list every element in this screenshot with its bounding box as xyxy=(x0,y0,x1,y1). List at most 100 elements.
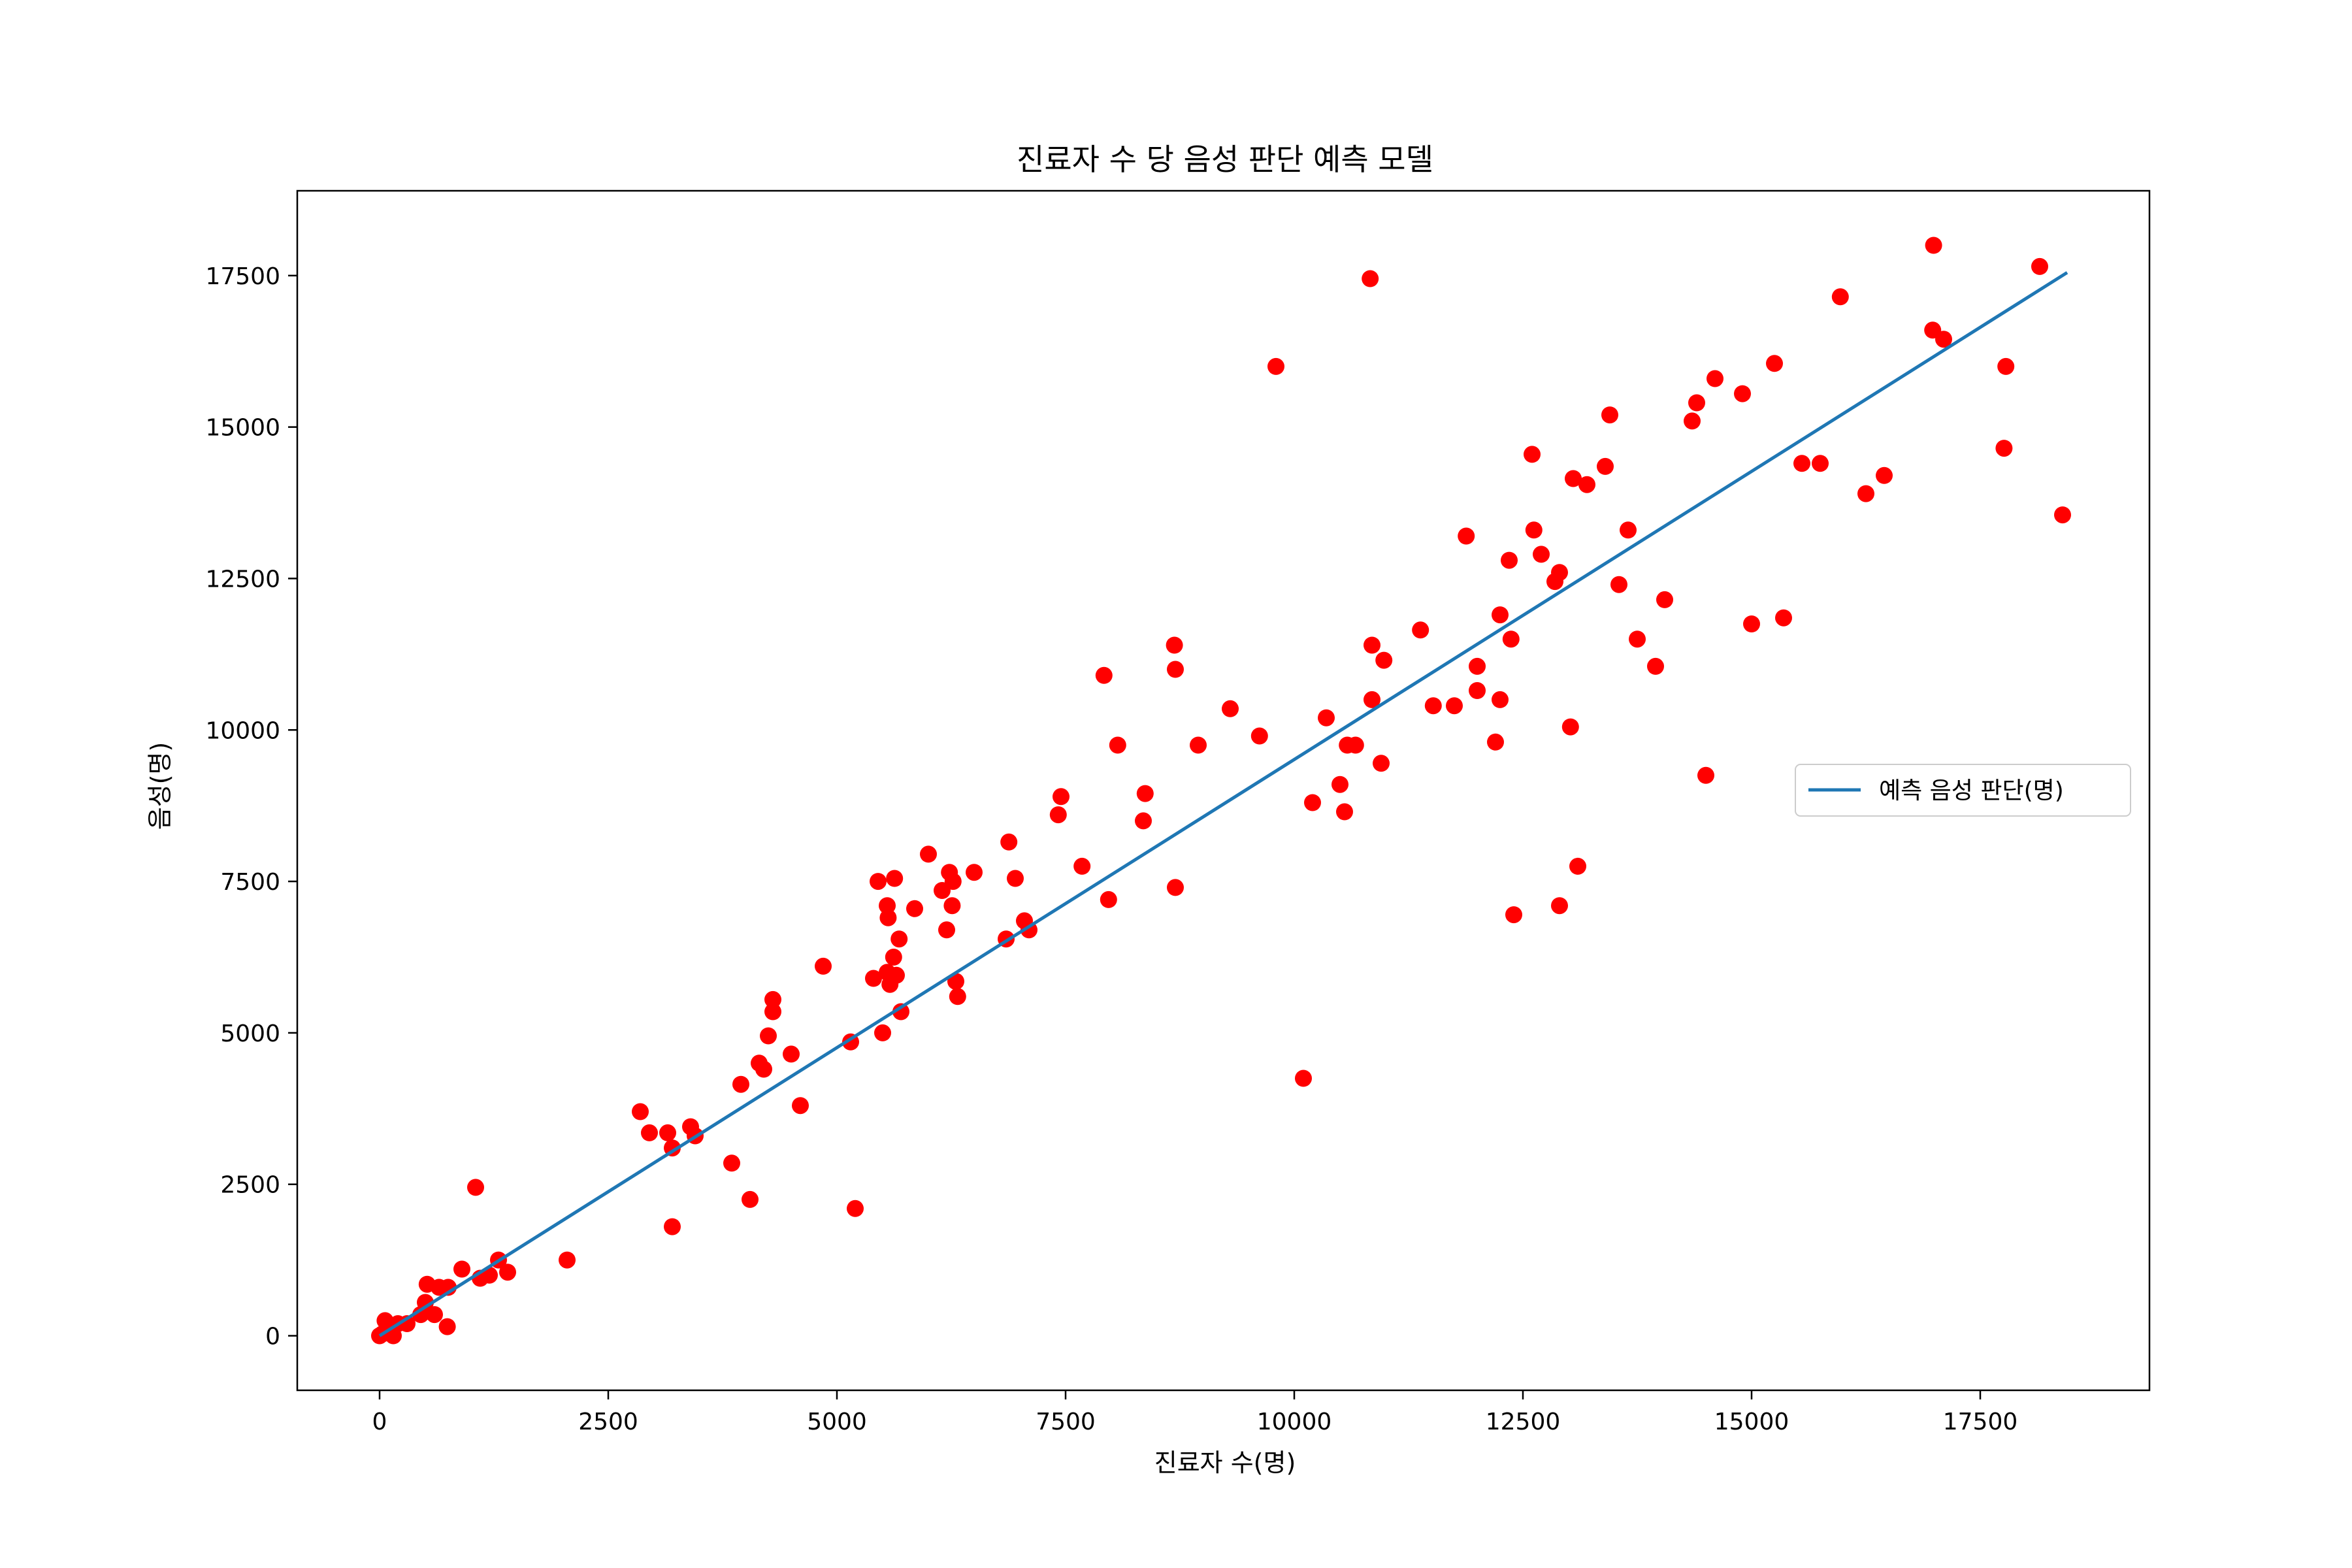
scatter-point xyxy=(1629,630,1646,648)
scatter-point xyxy=(1597,457,1614,475)
scatter-point xyxy=(1601,406,1618,424)
scatter-point xyxy=(1304,794,1321,811)
x-tick-label: 15000 xyxy=(1714,1409,1789,1435)
scatter-point xyxy=(659,1124,676,1141)
x-tick-label: 17500 xyxy=(1943,1409,2018,1435)
scatter-point xyxy=(815,957,832,975)
scatter-point xyxy=(944,873,962,890)
scatter-point xyxy=(1775,609,1792,627)
scatter-point xyxy=(1857,485,1874,502)
y-tick-label: 12500 xyxy=(205,566,280,593)
scatter-point xyxy=(1766,355,1783,372)
scatter-point xyxy=(1743,615,1760,632)
scatter-point xyxy=(1375,651,1393,669)
scatter-point xyxy=(1876,466,1893,484)
scatter-point xyxy=(1995,440,2013,457)
scatter-point xyxy=(426,1306,443,1324)
scatter-point xyxy=(1331,776,1348,793)
scatter-point xyxy=(1364,691,1380,708)
scatter-point xyxy=(1501,551,1518,569)
scatter-point xyxy=(886,870,904,887)
scatter-point xyxy=(1505,906,1522,924)
y-tick-label: 15000 xyxy=(205,415,280,442)
scatter-point xyxy=(742,1190,759,1208)
legend: 예측 음성 판단(명) xyxy=(1795,764,2131,817)
scatter-point xyxy=(2054,506,2071,524)
scatter-point xyxy=(1647,657,1664,675)
scatter-point xyxy=(1565,470,1582,487)
scatter-point xyxy=(755,1060,772,1078)
scatter-point xyxy=(1373,755,1390,772)
scatter-point xyxy=(1095,666,1113,684)
scatter-point xyxy=(723,1154,740,1172)
scatter-point xyxy=(1525,521,1543,539)
scatter-point xyxy=(1190,736,1207,754)
y-tick-label: 0 xyxy=(265,1324,280,1350)
x-axis-label: 진료자 수(명) xyxy=(1154,1448,1296,1477)
y-tick-label: 10000 xyxy=(205,717,280,744)
scatter-point xyxy=(792,1097,809,1115)
scatter-point xyxy=(1620,521,1637,539)
scatter-point xyxy=(906,900,923,917)
y-axis-label: 음성(명) xyxy=(146,742,174,830)
scatter-point xyxy=(2031,257,2048,275)
scatter-point xyxy=(879,897,896,915)
scatter-point xyxy=(847,1200,864,1217)
scatter-point xyxy=(1935,331,1952,348)
scatter-point xyxy=(892,1003,909,1021)
scatter-point xyxy=(1007,870,1024,887)
x-tick-label: 2500 xyxy=(578,1409,638,1435)
scatter-point xyxy=(1487,733,1504,751)
scatter-point xyxy=(1135,812,1152,830)
regression-line xyxy=(378,271,2068,1337)
scatter-point xyxy=(764,1003,781,1021)
scatter-point xyxy=(1446,697,1463,715)
legend-entry-label: 예측 음성 판단(명) xyxy=(1879,777,2064,804)
scatter-point xyxy=(949,988,966,1005)
scatter-point xyxy=(1656,591,1673,608)
scatter-point xyxy=(1049,806,1067,824)
scatter-point xyxy=(874,1024,891,1041)
scatter-point xyxy=(1502,630,1520,648)
scatter-point xyxy=(438,1318,456,1335)
scatter-point xyxy=(1318,709,1335,727)
scatter-point xyxy=(1831,288,1849,306)
x-tick-label: 12500 xyxy=(1486,1409,1561,1435)
scatter-point xyxy=(1424,697,1442,715)
x-tick-label: 0 xyxy=(372,1409,387,1435)
scatter-point xyxy=(1684,412,1701,430)
y-tick-label: 7500 xyxy=(220,869,280,896)
scatter-point xyxy=(1166,636,1183,654)
scatter-point xyxy=(641,1124,658,1141)
scatter-point xyxy=(1000,833,1018,851)
scatter-point xyxy=(664,1218,681,1235)
scatter-point xyxy=(732,1075,749,1093)
scatter-point xyxy=(1569,857,1586,875)
scatter-point xyxy=(1167,879,1184,896)
scatter-point xyxy=(1492,606,1509,624)
scatter-point xyxy=(1222,700,1239,717)
scatter-point xyxy=(1167,661,1184,678)
x-tick-label: 5000 xyxy=(807,1409,867,1435)
scatter-point xyxy=(559,1251,576,1269)
scatter-point xyxy=(1812,455,1829,472)
plot-area xyxy=(371,237,2071,1345)
axes-frame xyxy=(296,189,2151,1392)
scatter-point xyxy=(1551,564,1568,581)
scatter-point xyxy=(453,1260,470,1278)
scatter-point xyxy=(1925,237,1942,254)
scatter-point xyxy=(1578,476,1595,493)
scatter-point xyxy=(1697,766,1714,784)
scatter-point xyxy=(1336,803,1353,821)
scatter-point xyxy=(885,949,902,966)
scatter-point xyxy=(1412,621,1429,639)
scatter-point xyxy=(1707,370,1723,387)
scatter-point xyxy=(1362,270,1379,287)
scatter-point xyxy=(1469,682,1486,699)
scatter-point xyxy=(1073,857,1091,875)
x-axis-ticks: 0 2500 5000 7500 10000 12500 15000 17500 xyxy=(372,1390,2018,1435)
scatter-point xyxy=(1267,357,1284,375)
legend-box xyxy=(1795,764,2131,817)
scatter-point xyxy=(1458,527,1475,545)
scatter-point xyxy=(920,845,937,863)
